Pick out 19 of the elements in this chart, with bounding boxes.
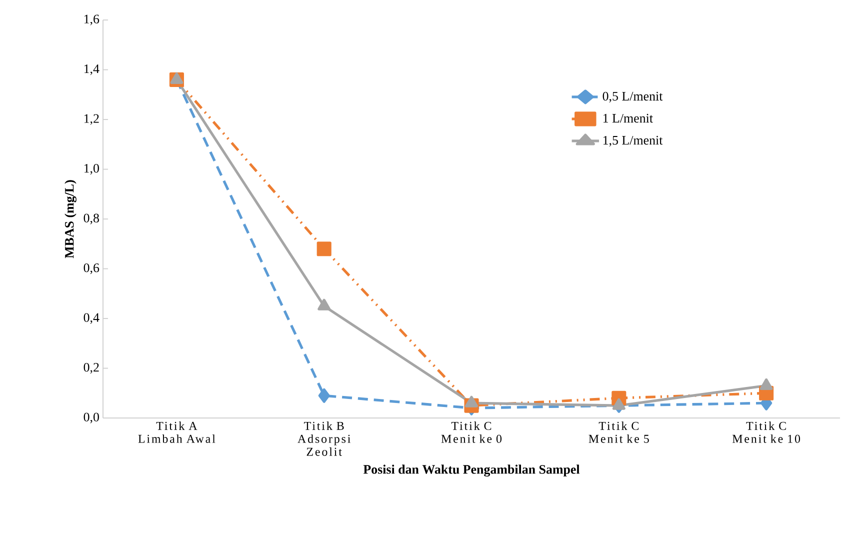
y-tick-label: 1,2	[84, 114, 99, 125]
y-tick-label: 0,0	[84, 412, 99, 424]
y-tick-label: 0,8	[84, 214, 99, 224]
x-tick-label: Titik C Menit ke 10	[732, 422, 800, 443]
x-tick-label: Titik C Menit ke 5	[588, 422, 649, 443]
y-tick-label: 1,0	[84, 164, 99, 175]
y-tick-label: 0,4	[84, 313, 100, 324]
x-tick-label: Titik C Menit ke 0	[441, 422, 502, 443]
legend-label: 1 L/menit	[603, 114, 653, 123]
y-tick-label: 1,6	[84, 14, 100, 26]
y-tick-label: 0,2	[84, 362, 99, 374]
x-tick-label: Titik B Adsorpsi Zeolit	[298, 422, 350, 456]
x-tick-label: Titik A Limbah Awal	[138, 422, 216, 443]
legend-label: 0,5 L/menit	[602, 92, 663, 102]
y-axis-title: MBAS (mg/L)	[64, 180, 76, 258]
y-tick-label: 0,6	[84, 263, 100, 274]
y-tick-label: 1,4	[84, 64, 100, 76]
legend-label: 1,5 L/menit	[603, 136, 663, 147]
x-axis-title: Posisi dan Waktu Pengambilan Sampel	[363, 464, 580, 477]
